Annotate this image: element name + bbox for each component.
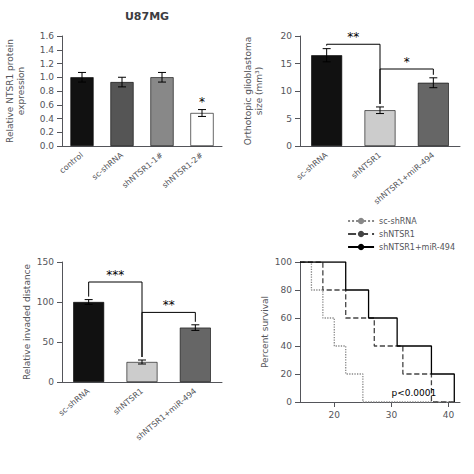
svg-text:20: 20: [281, 369, 293, 379]
svg-text:0.4: 0.4: [40, 114, 55, 124]
svg-text:1.4: 1.4: [40, 45, 55, 55]
svg-text:15: 15: [281, 59, 292, 69]
svg-text:40: 40: [281, 341, 293, 351]
svg-text:0.2: 0.2: [40, 127, 54, 137]
svg-text:150: 150: [37, 257, 54, 267]
svg-text:Relative NTSR1 protein: Relative NTSR1 protein: [5, 39, 15, 143]
svg-text:Relative invaded distance: Relative invaded distance: [22, 263, 32, 380]
svg-text:0.8: 0.8: [40, 86, 55, 96]
svg-text:60: 60: [281, 313, 293, 323]
svg-text:**: **: [163, 298, 175, 312]
svg-text:40: 40: [443, 410, 455, 420]
svg-text:1.0: 1.0: [40, 72, 55, 82]
svg-text:100: 100: [37, 297, 54, 307]
svg-text:shNTSR1: shNTSR1: [379, 230, 415, 239]
svg-text:shNTSR1+miR-494: shNTSR1+miR-494: [134, 387, 198, 443]
svg-text:p<0.0001: p<0.0001: [391, 388, 436, 398]
svg-text:expression: expression: [16, 67, 26, 116]
svg-text:1.2: 1.2: [40, 59, 54, 69]
svg-text:0: 0: [286, 141, 292, 151]
svg-text:sc-shRNA: sc-shRNA: [90, 150, 125, 181]
svg-text:U87MG: U87MG: [125, 10, 169, 23]
svg-text:**: **: [347, 30, 359, 44]
svg-text:30: 30: [386, 410, 398, 420]
svg-text:shNTSR1-1#: shNTSR1-1#: [120, 150, 165, 190]
svg-text:sc-shRNA: sc-shRNA: [57, 386, 92, 417]
svg-text:80: 80: [281, 285, 293, 295]
svg-text:0: 0: [286, 397, 292, 407]
svg-text:shNTSR1: shNTSR1: [112, 387, 145, 417]
svg-text:100: 100: [275, 257, 292, 267]
svg-text:50: 50: [43, 337, 55, 347]
svg-text:20: 20: [329, 410, 341, 420]
svg-text:*: *: [404, 55, 410, 69]
svg-text:0.6: 0.6: [40, 100, 55, 110]
svg-text:5: 5: [286, 114, 292, 124]
svg-text:shNTSR1-2#: shNTSR1-2#: [160, 150, 205, 190]
svg-text:size (mm³): size (mm³): [254, 67, 264, 115]
svg-text:shNTSR1: shNTSR1: [350, 151, 383, 181]
svg-text:0: 0: [48, 377, 54, 387]
svg-text:Orthotopic glioblastoma: Orthotopic glioblastoma: [243, 37, 253, 146]
svg-text:sc-shRNA: sc-shRNA: [379, 217, 417, 226]
svg-text:Percent survival: Percent survival: [260, 296, 270, 368]
svg-text:***: ***: [106, 268, 124, 282]
svg-text:control: control: [58, 151, 85, 176]
svg-text:shNTSR1+miR-494: shNTSR1+miR-494: [379, 243, 455, 252]
svg-text:shNTSR1+miR-494: shNTSR1+miR-494: [372, 151, 436, 207]
svg-text:20: 20: [281, 31, 293, 41]
svg-text:*: *: [199, 95, 205, 109]
svg-text:0.0: 0.0: [40, 141, 55, 151]
svg-text:sc-shRNA: sc-shRNA: [295, 150, 330, 181]
svg-text:10: 10: [281, 86, 293, 96]
svg-text:1.6: 1.6: [40, 31, 55, 41]
